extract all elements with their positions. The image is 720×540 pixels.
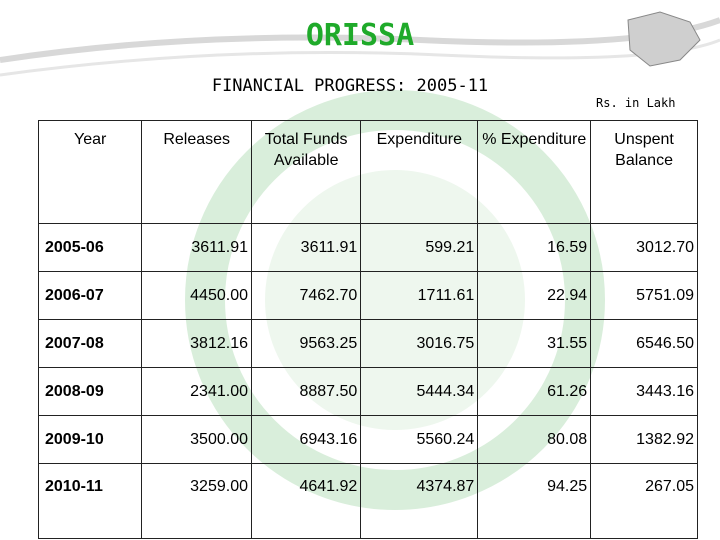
column-header: Year [37, 120, 143, 224]
table-row: 2007-08 3812.16 9563.25 3016.75 31.55 6546.50 [37, 319, 698, 368]
table: Year Releases Total Funds Available Expendi… [37, 120, 698, 539]
value-cell: 61.26 [477, 367, 592, 416]
year-cell: 2009-10 [37, 415, 143, 464]
table-row: 2006-07 4450.00 7462.70 1711.61 22.94 5751.09 [37, 271, 698, 320]
value-cell: 6943.16 [250, 415, 362, 464]
column-header: % Expenditure [477, 120, 592, 224]
unit-note: Rs. in Lakh [596, 96, 676, 110]
value-cell: 2341.00 [141, 367, 252, 416]
value-cell: 3443.16 [590, 367, 698, 416]
table-body: 2005-06 3611.91 3611.91 599.21 16.59 3012.70 2… [37, 223, 698, 539]
title: ORISSA [305, 18, 415, 53]
value-cell: 267.05 [590, 463, 698, 539]
table-row: 2008-09 2341.00 8887.50 5444.34 61.26 3443.16 [37, 367, 698, 416]
value-cell: 6546.50 [590, 319, 698, 368]
value-cell: 80.08 [477, 415, 592, 464]
value-cell: 3012.70 [590, 223, 698, 272]
year-cell: 2005-06 [37, 223, 143, 272]
value-cell: 7462.70 [250, 271, 362, 320]
year-cell: 2008-09 [37, 367, 143, 416]
value-cell: 4641.92 [250, 463, 362, 539]
value-cell: 5444.34 [360, 367, 479, 416]
map-icon [627, 11, 701, 67]
value-cell: 16.59 [477, 223, 592, 272]
value-cell: 4450.00 [141, 271, 252, 320]
table-row: 2005-06 3611.91 3611.91 599.21 16.59 3012.70 [37, 223, 698, 272]
value-cell: 3259.00 [141, 463, 252, 539]
value-cell: 3611.91 [141, 223, 252, 272]
table-row: 2010-11 3259.00 4641.92 4374.87 94.25 267.05 [37, 463, 698, 539]
value-cell: 3016.75 [360, 319, 479, 368]
column-header: Unspent Balance [590, 120, 698, 224]
table-row: 2009-10 3500.00 6943.16 5560.24 80.08 1382.92 [37, 415, 698, 464]
value-cell: 599.21 [360, 223, 479, 272]
value-cell: 1382.92 [590, 415, 698, 464]
column-header: Releases [141, 120, 252, 224]
value-cell: 94.25 [477, 463, 592, 539]
value-cell: 4374.87 [360, 463, 479, 539]
header-row: Year Releases Total Funds Available Expendi… [37, 120, 698, 224]
column-header: Total Funds Available [250, 120, 362, 224]
value-cell: 3611.91 [250, 223, 362, 272]
value-cell: 5751.09 [590, 271, 698, 320]
year-cell: 2007-08 [37, 319, 143, 368]
value-cell: 3812.16 [141, 319, 252, 368]
subtitle: FINANCIAL PROGRESS: 2005-11 [211, 76, 489, 96]
value-cell: 3500.00 [141, 415, 252, 464]
value-cell: 22.94 [477, 271, 592, 320]
year-cell: 2010-11 [37, 463, 143, 539]
year-cell: 2006-07 [37, 271, 143, 320]
value-cell: 31.55 [477, 319, 592, 368]
value-cell: 8887.50 [250, 367, 362, 416]
value-cell: 1711.61 [360, 271, 479, 320]
value-cell: 9563.25 [250, 319, 362, 368]
column-header: Expenditure [360, 120, 479, 224]
value-cell: 5560.24 [360, 415, 479, 464]
